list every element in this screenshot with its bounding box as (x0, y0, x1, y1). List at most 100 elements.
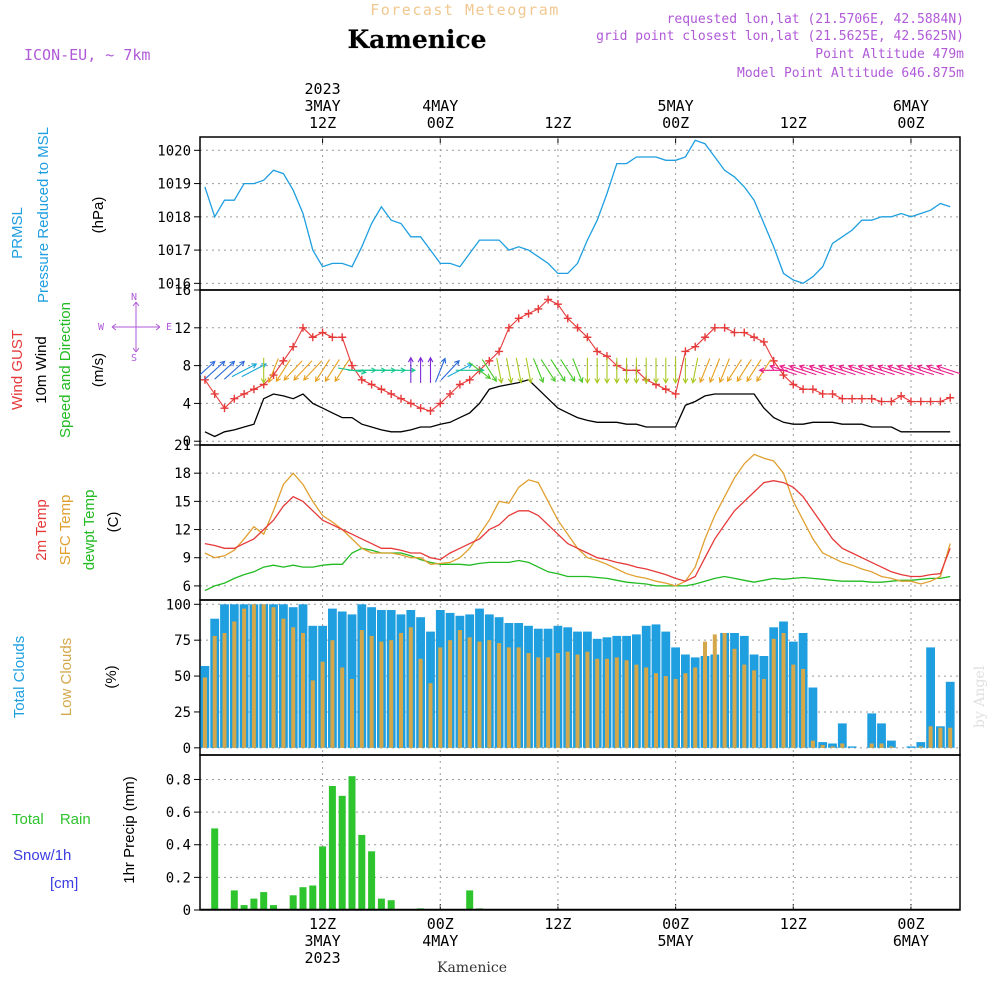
gust-marker (426, 406, 435, 415)
low-cloud-bar (869, 743, 874, 748)
wind-direction-arrow (324, 359, 340, 383)
low-cloud-bar (781, 633, 786, 748)
low-cloud-bar (310, 680, 315, 748)
low-cloud-bar (918, 746, 923, 748)
rain-bar (240, 905, 248, 910)
low-cloud-bar (291, 627, 296, 748)
low-cloud-bar (232, 621, 237, 748)
low-cloud-bar (438, 647, 443, 748)
wind-direction-arrow (224, 360, 246, 380)
precip-panel: 0 0.2 0.4 0.6 0.8 Total Rain Snow/1h [cm] 1hr Pr… (12, 754, 961, 919)
low-cloud-bar (536, 657, 541, 748)
credit-watermark: by Angel (972, 665, 988, 728)
model-altitude: Model Point Altitude 646.875m (737, 66, 964, 81)
rain-bar (387, 900, 395, 910)
rain-bar (319, 846, 327, 910)
y-label-pressure: Pressure Reduced to MSL (35, 127, 52, 303)
low-cloud-bar (555, 653, 560, 748)
low-cloud-bar (212, 635, 217, 748)
top-axis-label: 00Z (897, 114, 924, 132)
rain-bar (299, 887, 307, 910)
total-cloud-bar (877, 723, 886, 748)
low-cloud-bar (467, 637, 472, 748)
rain-bar (377, 898, 385, 910)
wind-direction-arrow (440, 359, 460, 381)
low-cloud-bar (526, 653, 531, 748)
gust-marker (867, 394, 876, 403)
low-cloud-bar (350, 678, 354, 748)
plot-area (200, 295, 960, 438)
wind-direction-arrow (726, 359, 742, 383)
bottom-axis-label: 6MAY (893, 932, 929, 950)
rain-bar (358, 834, 366, 910)
gust-marker (691, 342, 700, 351)
gust-marker (289, 342, 298, 351)
gust-marker (328, 333, 337, 342)
wind-direction-arrow (808, 364, 837, 376)
gust-marker (416, 404, 425, 413)
y-tick-label: 9 (183, 551, 191, 567)
low-cloud-bar (281, 618, 286, 748)
wind-direction-arrow (584, 357, 591, 385)
wind-direction-arrow (525, 357, 534, 384)
compass-south: S (131, 353, 137, 364)
wind-direction-arrow (708, 358, 721, 384)
y-tick-label: 12 (174, 321, 191, 337)
plot-area (200, 604, 955, 748)
wind-direction-arrow (847, 364, 876, 376)
total-cloud-bar (867, 713, 877, 748)
low-cloud-bar (418, 658, 423, 748)
low-cloud-bar (624, 660, 629, 748)
total-cloud-bar (808, 687, 818, 748)
gust-marker (583, 333, 592, 342)
model-name: ICON-EU, ~ 7km (24, 46, 150, 64)
rain-bar (211, 828, 219, 910)
low-cloud-bar (722, 633, 727, 748)
gust-marker (936, 397, 945, 406)
y-tick-label: 15 (174, 494, 191, 510)
wind-direction-arrow (540, 359, 556, 383)
gust-marker (485, 356, 494, 365)
low-cloud-bar (565, 651, 570, 748)
y-tick-label: 50 (174, 669, 191, 685)
top-axis-label: 4MAY (422, 97, 458, 115)
rain-bar (466, 890, 474, 910)
wind-direction-arrow (283, 360, 303, 381)
gust-marker (446, 389, 455, 398)
top-axis-label: 5MAY (658, 97, 694, 115)
gust-marker (397, 394, 406, 403)
rain-bar (270, 905, 277, 910)
wind-direction-arrow (515, 357, 524, 384)
gust-marker (230, 394, 239, 403)
temp2m-line (204, 480, 951, 582)
low-cloud-bar (938, 727, 943, 748)
wind-direction-arrow (505, 357, 514, 384)
wind-direction-arrow (828, 364, 856, 376)
low-cloud-bar (948, 727, 953, 748)
gust-marker (455, 380, 464, 389)
gust-marker (808, 385, 817, 394)
wind-direction-arrow (788, 364, 817, 376)
gust-marker (524, 309, 533, 318)
wind-direction-arrow (532, 358, 545, 384)
point-altitude: Point Altitude 479m (815, 47, 964, 62)
low-cloud-bar (575, 654, 580, 748)
compass-west: W (98, 322, 105, 333)
total-cloud-bar (837, 723, 847, 748)
gust-marker (387, 389, 396, 398)
low-cloud-bar (879, 743, 884, 748)
y-tick-label: 0 (183, 903, 191, 919)
wind-direction-arrow (293, 360, 313, 381)
low-cloud-bar (644, 667, 649, 748)
rain-bar (260, 892, 268, 910)
total-cloud-bar (906, 746, 916, 748)
y-tick-label: 12 (174, 523, 191, 539)
gust-marker (740, 328, 749, 337)
low-cloud-bar (359, 630, 364, 748)
wind-direction-arrow (303, 360, 323, 381)
low-cloud-bar (683, 673, 688, 748)
wind-direction-arrow (613, 357, 620, 385)
low-cloud-bar (408, 627, 413, 748)
wind-direction-arrow (837, 364, 866, 376)
gust-marker (357, 375, 366, 384)
